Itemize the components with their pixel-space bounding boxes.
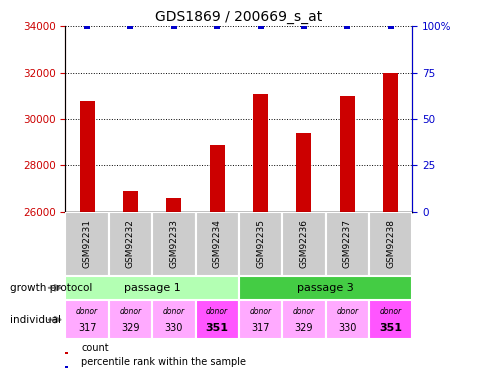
Text: 351: 351 bbox=[205, 323, 228, 333]
Text: donor: donor bbox=[163, 308, 184, 316]
Text: 329: 329 bbox=[294, 323, 313, 333]
Bar bbox=[253, 93, 268, 375]
Text: donor: donor bbox=[292, 308, 314, 316]
Text: 317: 317 bbox=[251, 323, 269, 333]
Bar bbox=[65, 366, 68, 368]
Bar bbox=[325, 212, 368, 276]
Point bbox=[213, 23, 221, 29]
Bar bbox=[368, 300, 411, 339]
Point bbox=[126, 23, 134, 29]
Text: GSM92237: GSM92237 bbox=[342, 219, 351, 268]
Bar bbox=[166, 198, 181, 375]
Bar bbox=[152, 212, 195, 276]
Point bbox=[343, 23, 350, 29]
Title: GDS1869 / 200669_s_at: GDS1869 / 200669_s_at bbox=[155, 10, 322, 24]
Bar bbox=[195, 212, 239, 276]
Bar bbox=[108, 300, 152, 339]
Text: growth protocol: growth protocol bbox=[10, 283, 92, 293]
Text: GSM92235: GSM92235 bbox=[256, 219, 264, 268]
Text: GSM92231: GSM92231 bbox=[82, 219, 91, 268]
Bar bbox=[339, 96, 354, 375]
Text: 330: 330 bbox=[337, 323, 356, 333]
Bar bbox=[195, 300, 239, 339]
Text: 329: 329 bbox=[121, 323, 139, 333]
Bar bbox=[209, 145, 224, 375]
Bar bbox=[65, 352, 68, 354]
Bar bbox=[65, 212, 108, 276]
Bar bbox=[238, 276, 411, 300]
Bar bbox=[296, 133, 311, 375]
Text: donor: donor bbox=[76, 308, 98, 316]
Text: GSM92232: GSM92232 bbox=[126, 219, 135, 268]
Text: count: count bbox=[81, 343, 108, 353]
Text: passage 3: passage 3 bbox=[297, 283, 353, 293]
Text: 317: 317 bbox=[78, 323, 96, 333]
Bar bbox=[65, 300, 108, 339]
Bar bbox=[65, 276, 238, 300]
Text: donor: donor bbox=[379, 308, 401, 316]
Bar bbox=[152, 300, 195, 339]
Text: percentile rank within the sample: percentile rank within the sample bbox=[81, 357, 245, 367]
Text: GSM92234: GSM92234 bbox=[212, 219, 221, 268]
Bar bbox=[79, 100, 94, 375]
Bar bbox=[238, 300, 282, 339]
Point bbox=[169, 23, 177, 29]
Text: donor: donor bbox=[119, 308, 141, 316]
Bar bbox=[368, 212, 411, 276]
Text: passage 1: passage 1 bbox=[123, 283, 180, 293]
Point bbox=[386, 23, 393, 29]
Bar bbox=[122, 191, 138, 375]
Text: GSM92233: GSM92233 bbox=[169, 219, 178, 268]
Bar bbox=[282, 300, 325, 339]
Bar bbox=[238, 212, 282, 276]
Text: GSM92236: GSM92236 bbox=[299, 219, 308, 268]
Bar bbox=[325, 300, 368, 339]
Text: 330: 330 bbox=[164, 323, 182, 333]
Text: donor: donor bbox=[249, 308, 271, 316]
Text: donor: donor bbox=[335, 308, 358, 316]
Bar bbox=[282, 212, 325, 276]
Point bbox=[256, 23, 264, 29]
Text: donor: donor bbox=[206, 308, 228, 316]
Text: GSM92238: GSM92238 bbox=[385, 219, 394, 268]
Point bbox=[300, 23, 307, 29]
Text: individual: individual bbox=[10, 315, 60, 325]
Bar bbox=[382, 73, 397, 375]
Point bbox=[83, 23, 91, 29]
Bar bbox=[108, 212, 152, 276]
Text: 351: 351 bbox=[378, 323, 401, 333]
